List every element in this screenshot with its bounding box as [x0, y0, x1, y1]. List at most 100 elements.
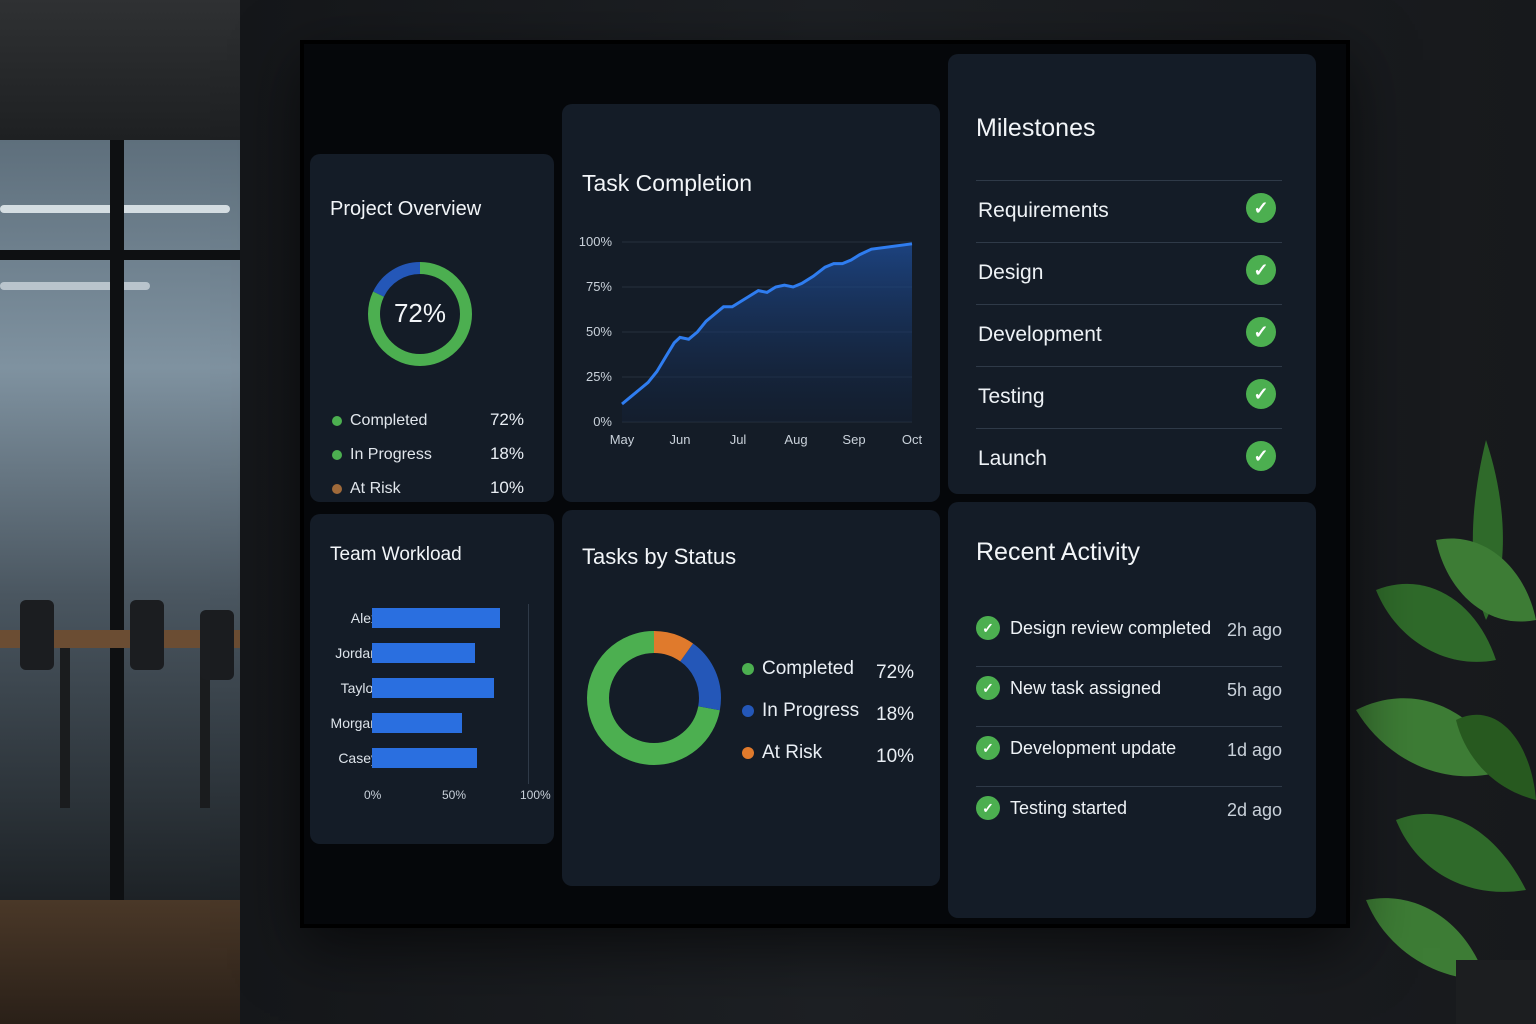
completion-area: [622, 243, 912, 422]
ceiling: [0, 0, 240, 140]
activity-item: ✓ Development update 1d ago: [976, 728, 1282, 787]
x-tick-label: 50%: [442, 788, 467, 802]
axis-line: [528, 604, 529, 784]
bar-label: Casey: [338, 750, 378, 766]
milestone-row: Testing ✓: [976, 366, 1282, 427]
table-leg: [60, 648, 70, 808]
chair: [20, 600, 54, 670]
y-tick-label: 75%: [586, 279, 612, 294]
activity-text: Development update: [1010, 738, 1177, 758]
workload-bar-taylor: [372, 678, 494, 698]
legend-label: At Risk: [762, 742, 823, 763]
milestone-row: Design ✓: [976, 242, 1282, 303]
donut-center-value: 72%: [394, 298, 446, 328]
legend-value: 18%: [489, 444, 524, 463]
legend-item-at-risk: At Risk: [742, 742, 822, 764]
check-icon: ✓: [976, 676, 1000, 700]
milestone-label: Launch: [978, 447, 1047, 470]
milestone-label: Testing: [978, 385, 1045, 408]
x-tick-label: Sep: [842, 432, 865, 447]
check-icon: ✓: [1246, 317, 1276, 347]
recent-activity-panel: Recent Activity ✓ Design review complete…: [948, 502, 1316, 918]
legend-label: Completed: [350, 412, 428, 429]
legend-dot: [332, 484, 342, 494]
workload-bar-alex: [372, 608, 500, 628]
activity-text: Design review completed: [1010, 618, 1212, 638]
completion-line: [621, 242, 913, 406]
legend-value: 10%: [489, 478, 524, 497]
activity-item: ✓ Testing started 2d ago: [976, 788, 1282, 846]
legend-label: At Risk: [350, 480, 401, 497]
task-completion-panel: Task Completion 0% 25% 50% 75% 100% May Jun Jul…: [562, 104, 940, 502]
activity-time: 2d ago: [1226, 800, 1282, 820]
team-workload-panel: Team Workload Alex Jordan Taylor Morgan Case…: [310, 514, 554, 844]
workload-bar-morgan: [372, 713, 463, 733]
legend-dot: [742, 747, 754, 759]
activity-text: New task assigned: [1010, 678, 1162, 698]
workload-bar-casey: [372, 748, 477, 768]
tasks-by-status-donut: [587, 631, 721, 765]
legend-label: In Progress: [350, 446, 432, 463]
x-tick-label: May: [610, 432, 635, 447]
chair: [130, 600, 164, 670]
panel-title: Task Completion: [582, 170, 753, 196]
donut-slice-in-progress: [587, 631, 721, 765]
milestone-row: Development ✓: [976, 304, 1282, 365]
bar-label: Alex: [350, 610, 378, 626]
activity-time: 2h ago: [1226, 620, 1282, 640]
task-completion-chart: 0% 25% 50% 75% 100% May Jun Jul Aug Sep Oct: [579, 234, 923, 447]
project-overview-panel: Project Overview 72% Completed 72% In Pr…: [310, 154, 554, 502]
legend-dot: [742, 705, 754, 717]
legend-item-at-risk: At Risk: [332, 480, 401, 498]
panel-title: Tasks by Status: [582, 544, 737, 569]
legend-value: 18%: [876, 704, 915, 725]
legend-dot: [742, 663, 754, 675]
x-tick-label: Oct: [902, 432, 923, 447]
window-mullion: [0, 250, 240, 260]
legend-item-in-progress: In Progress: [332, 446, 432, 464]
bar-label: Jordan: [335, 645, 378, 661]
x-tick-label: Jun: [670, 432, 691, 447]
floor: [0, 900, 240, 1024]
legend-value: 72%: [876, 662, 915, 683]
window-mullion: [110, 140, 124, 900]
legend-value: 72%: [489, 410, 524, 429]
legend-value: 10%: [876, 746, 915, 767]
legend-dot: [332, 450, 342, 460]
x-tick-label: Aug: [784, 432, 807, 447]
legend-label: Completed: [762, 658, 854, 679]
activity-item: ✓ Design review completed 2h ago: [976, 608, 1282, 667]
donut-slice-in-progress: [368, 262, 472, 366]
x-tick-label: 100%: [520, 788, 551, 802]
project-overview-donut: 72%: [368, 262, 472, 366]
dashboard-screen: Project Overview 72% Completed 72% In Pr…: [300, 40, 1350, 928]
milestones-panel: Milestones Requirements ✓ Design ✓ Devel…: [948, 54, 1316, 494]
y-tick-label: 0%: [593, 414, 612, 429]
tasks-by-status-panel: Tasks by Status Completed 72% In Progres…: [562, 510, 940, 886]
bar-label: Morgan: [330, 715, 378, 731]
x-tick-label: 0%: [364, 788, 382, 802]
x-tick-label: Jul: [730, 432, 747, 447]
milestone-label: Requirements: [978, 199, 1109, 222]
milestone-row: Requirements ✓: [976, 180, 1282, 241]
panel-title: Team Workload: [330, 544, 462, 565]
team-workload-chart: Alex Jordan Taylor Morgan Casey 0% 50% 100%: [310, 594, 554, 834]
chair: [200, 610, 234, 680]
panel-title: Project Overview: [330, 198, 482, 220]
activity-time: 1d ago: [1226, 740, 1282, 760]
milestone-label: Design: [978, 261, 1044, 284]
legend-dot: [332, 416, 342, 426]
ceiling-light: [0, 282, 150, 290]
workload-bar-jordan: [372, 643, 475, 663]
milestone-row: Launch ✓: [976, 428, 1282, 489]
activity-time: 5h ago: [1226, 680, 1282, 700]
legend-label: In Progress: [762, 700, 860, 721]
milestone-label: Development: [978, 323, 1102, 346]
table-leg: [200, 648, 210, 808]
y-tick-label: 100%: [579, 234, 613, 249]
check-icon: ✓: [976, 616, 1000, 640]
activity-text: Testing started: [1010, 798, 1128, 818]
check-icon: ✓: [1246, 379, 1276, 409]
legend-item-completed: Completed: [742, 658, 854, 680]
bar-label: Taylor: [340, 680, 378, 696]
